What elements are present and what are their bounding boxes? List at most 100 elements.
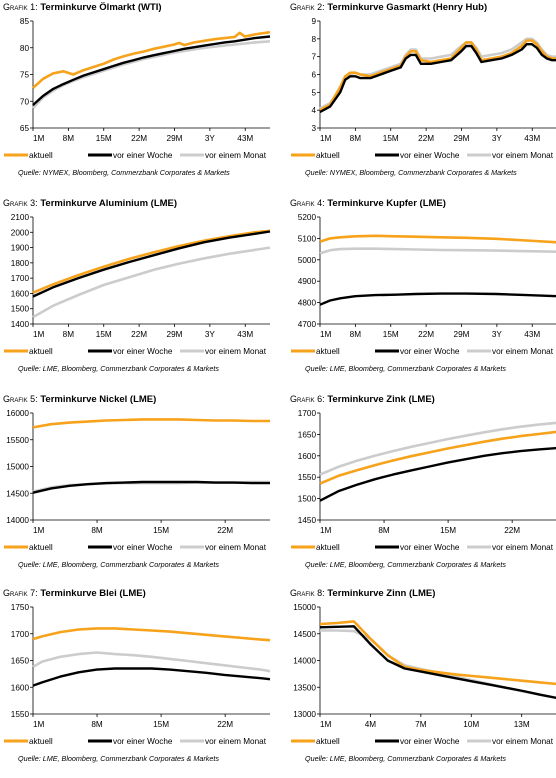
- series-line-aktuell: [319, 39, 556, 112]
- series-line-woche: [32, 480, 270, 494]
- x-tick-label: 29M: [454, 330, 470, 339]
- x-tick-label: 3Y: [492, 134, 503, 143]
- y-tick-label: 1400: [11, 320, 30, 329]
- legend-label-woche: vor einer Woche: [400, 543, 460, 552]
- chart-panel-4: Grafik 4: Terminkurve Kupfer (LME) 4700 48…: [287, 198, 556, 388]
- legend-label-woche: vor einer Woche: [113, 543, 173, 552]
- y-tick-label: 1550: [11, 710, 30, 719]
- x-tick-label: 22M: [217, 526, 233, 535]
- series-line-woche: [319, 43, 556, 114]
- chart-title-text: Terminkurve Blei (LME): [40, 588, 146, 599]
- legend-label-monat: vor einem Monat: [205, 347, 267, 356]
- chart-panel-6: Grafik 6: Terminkurve Zink (LME) 1450 1500…: [287, 394, 556, 584]
- y-tick-label: 1700: [298, 409, 317, 418]
- y-tick-label: 15500: [6, 436, 29, 445]
- x-tick-label: 43M: [524, 134, 540, 143]
- y-tick-label: 2000: [11, 228, 30, 237]
- legend-label-woche: vor einer Woche: [113, 151, 173, 160]
- chart-title: Grafik 1: Terminkurve Ölmarkt (WTI): [3, 2, 162, 13]
- series-line-woche: [319, 625, 556, 700]
- legend-label-monat: vor einem Monat: [205, 543, 267, 552]
- chart-source: Quelle: LME, Bloomberg, Commerzbank Corp…: [305, 560, 506, 569]
- chart-prefix: Grafik 2:: [290, 2, 325, 12]
- legend-label-monat: vor einem Monat: [205, 151, 267, 160]
- chart-panel-2: Grafik 2: Terminkurve Gasmarkt (Henry Hu…: [287, 2, 556, 192]
- legend-label-monat: vor einem Monat: [492, 737, 554, 746]
- series-line-woche: [32, 667, 271, 687]
- x-tick-label: 1M: [320, 720, 332, 729]
- y-tick-label: 6: [311, 71, 316, 80]
- x-tick-label: 29M: [454, 134, 470, 143]
- y-tick-label: 3: [311, 124, 316, 133]
- chart-title-text: Terminkurve Zinn (LME): [327, 588, 436, 599]
- x-tick-label: 13M: [514, 720, 530, 729]
- chart-title-text: Terminkurve Kupfer (LME): [327, 198, 446, 209]
- y-tick-label: 1650: [11, 657, 30, 666]
- series-line-aktuell: [32, 229, 271, 294]
- x-tick-label: 29M: [167, 330, 183, 339]
- x-tick-label: 8M: [350, 134, 362, 143]
- chart-source: Quelle: LME, Bloomberg, Commerzbank Corp…: [18, 364, 219, 373]
- x-tick-label: 15M: [96, 330, 112, 339]
- x-tick-label: 3Y: [492, 330, 503, 339]
- y-tick-label: 65: [20, 124, 30, 133]
- legend-label-woche: vor einer Woche: [400, 151, 460, 160]
- x-tick-label: 15M: [440, 526, 456, 535]
- x-tick-label: 8M: [63, 134, 75, 143]
- line-chart: 4700 4800 4900 5000 5100 5200 1M 8M 15M 22M 29M 3Y 4…: [291, 213, 556, 356]
- line-chart: 1400 1500 1600 1700 1800 1900 2000 2100 1M 8M 15M 2…: [4, 213, 271, 356]
- y-tick-label: 80: [20, 44, 30, 53]
- y-tick-label: 1750: [11, 603, 30, 612]
- y-tick-label: 4: [311, 106, 316, 115]
- x-tick-label: 22M: [418, 134, 434, 143]
- x-tick-label: 43M: [524, 330, 540, 339]
- chart-source: Quelle: LME, Bloomberg, Commerzbank Corp…: [305, 754, 506, 763]
- chart-prefix: Grafik 7:: [3, 588, 38, 598]
- series-line-aktuell: [32, 418, 270, 429]
- chart-panel-8: Grafik 8: Terminkurve Zinn (LME) 13000 135…: [287, 588, 556, 778]
- legend-label-woche: vor einer Woche: [113, 347, 173, 356]
- y-tick-label: 14500: [293, 630, 316, 639]
- series-line-aktuell: [32, 627, 271, 642]
- chart-prefix: Grafik 8:: [290, 588, 325, 598]
- chart-prefix: Grafik 5:: [3, 394, 38, 404]
- legend-label-woche: vor einer Woche: [400, 737, 460, 746]
- line-chart: 65 70 75 80 85 1M 8M 15M 22M 29M 3Y 43M aktuell vor e…: [4, 17, 271, 160]
- chart-title: Grafik 8: Terminkurve Zinn (LME): [290, 588, 435, 599]
- y-tick-label: 8: [311, 35, 316, 44]
- y-tick-label: 1600: [11, 683, 30, 692]
- legend-label-woche: vor einer Woche: [400, 347, 460, 356]
- y-tick-label: 4900: [298, 277, 317, 286]
- legend-label-monat: vor einem Monat: [492, 543, 554, 552]
- series-line-monat: [319, 247, 556, 255]
- x-tick-label: 3Y: [205, 134, 216, 143]
- y-tick-label: 15000: [6, 463, 29, 472]
- x-tick-label: 1M: [33, 720, 45, 729]
- y-tick-label: 14000: [293, 657, 316, 666]
- legend-label-aktuell: aktuell: [29, 543, 53, 552]
- x-tick-label: 15M: [383, 330, 399, 339]
- line-chart: 1550 1600 1650 1700 1750 1M 8M 15M 22M aktuell vor…: [4, 603, 271, 746]
- series-line-woche: [319, 446, 556, 502]
- chart-title: Grafik 5: Terminkurve Nickel (LME): [3, 394, 156, 405]
- x-tick-label: 8M: [350, 330, 362, 339]
- series-line-woche: [32, 35, 271, 106]
- x-tick-label: 15M: [153, 526, 169, 535]
- x-tick-label: 22M: [131, 330, 147, 339]
- x-tick-label: 22M: [418, 330, 434, 339]
- series-line-monat: [32, 246, 271, 319]
- legend-label-monat: vor einem Monat: [492, 347, 554, 356]
- y-tick-label: 5: [311, 88, 316, 97]
- y-tick-label: 5000: [298, 256, 317, 265]
- y-tick-label: 1800: [11, 259, 30, 268]
- y-tick-label: 13500: [293, 683, 316, 692]
- x-tick-label: 15M: [383, 134, 399, 143]
- legend-label-aktuell: aktuell: [29, 347, 53, 356]
- y-tick-label: 14000: [6, 516, 29, 525]
- series-line-woche: [319, 292, 556, 306]
- chart-title: Grafik 4: Terminkurve Kupfer (LME): [290, 198, 446, 209]
- chart-panel-1: Grafik 1: Terminkurve Ölmarkt (WTI) 65 70 7…: [0, 2, 271, 192]
- line-chart: 1450 1500 1550 1600 1650 1700 1M 8M 15M 22M aktuel…: [291, 409, 556, 552]
- x-tick-label: 10M: [463, 720, 479, 729]
- legend-label-aktuell: aktuell: [29, 737, 53, 746]
